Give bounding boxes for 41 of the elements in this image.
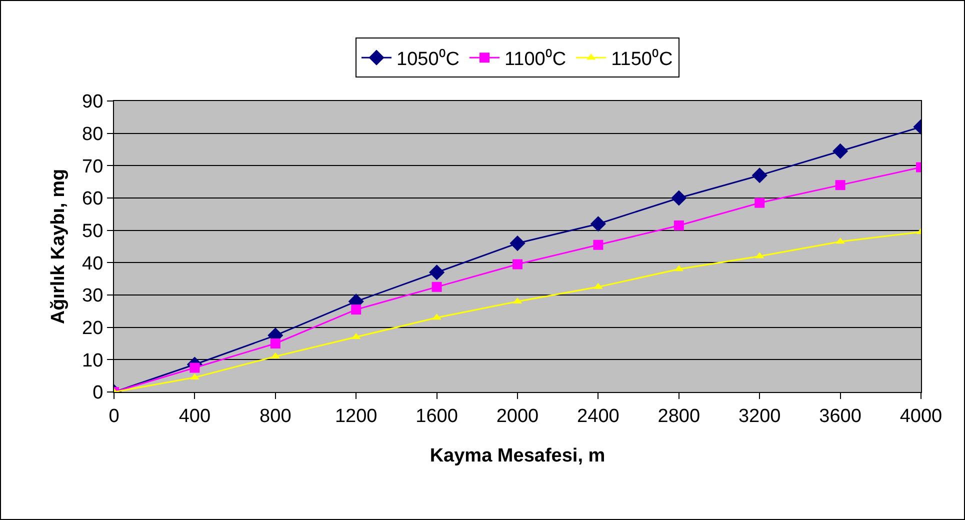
point [593, 240, 604, 250]
y-tick-label: 60 [82, 188, 104, 210]
y-tick-label: 70 [82, 156, 104, 178]
point [752, 168, 768, 184]
x-tick-label: 2800 [658, 406, 700, 427]
point [671, 190, 687, 206]
point [270, 338, 280, 348]
y-tick-label: 30 [82, 286, 104, 307]
y-tick-label: 0 [92, 382, 104, 404]
point [832, 143, 848, 159]
y-tick-label: 80 [82, 124, 104, 145]
point [190, 362, 200, 373]
point [429, 264, 445, 280]
x-tick-label: 400 [178, 406, 211, 427]
y-tick-label: 90 [82, 92, 104, 113]
point [510, 235, 526, 252]
legend-label: 1150⁰C [611, 48, 673, 70]
x-tick-label: 4000 [900, 406, 942, 427]
point [432, 282, 442, 292]
x-tick-label: 800 [260, 406, 292, 427]
y-tick-label: 20 [82, 318, 104, 339]
y-tick-label: 50 [82, 220, 104, 242]
point [754, 198, 765, 208]
x-tick-label: 3200 [738, 406, 781, 427]
y-tick-label: 10 [82, 350, 104, 372]
x-tick-label: 0 [108, 406, 120, 427]
point [674, 220, 684, 230]
x-tick-label: 1600 [416, 406, 458, 427]
x-tick-label: 3600 [819, 406, 862, 427]
legend-label: 1100⁰C [504, 48, 566, 70]
point [351, 304, 362, 315]
point [512, 259, 522, 270]
y-tick-label: 40 [82, 253, 104, 274]
x-tick-label: 1200 [334, 406, 378, 427]
legend-label: 1050⁰C [396, 48, 460, 70]
point [835, 180, 846, 190]
x-tick-label: 2000 [496, 406, 539, 427]
point [590, 216, 606, 232]
x-tick-label: 2400 [577, 406, 620, 427]
y-axis-title: Ağırlık Kaybı, mg [48, 168, 69, 324]
x-axis-title: Kayma Mesafesi, m [430, 446, 606, 467]
